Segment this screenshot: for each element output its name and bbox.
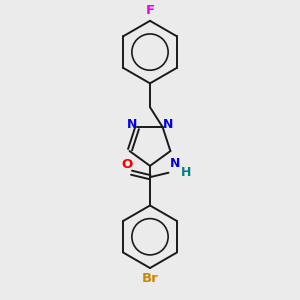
Text: Br: Br (142, 272, 158, 286)
Text: H: H (181, 166, 191, 178)
Text: N: N (170, 157, 180, 170)
Text: F: F (146, 4, 154, 17)
Text: N: N (163, 118, 173, 131)
Text: O: O (122, 158, 133, 171)
Text: N: N (127, 118, 137, 131)
